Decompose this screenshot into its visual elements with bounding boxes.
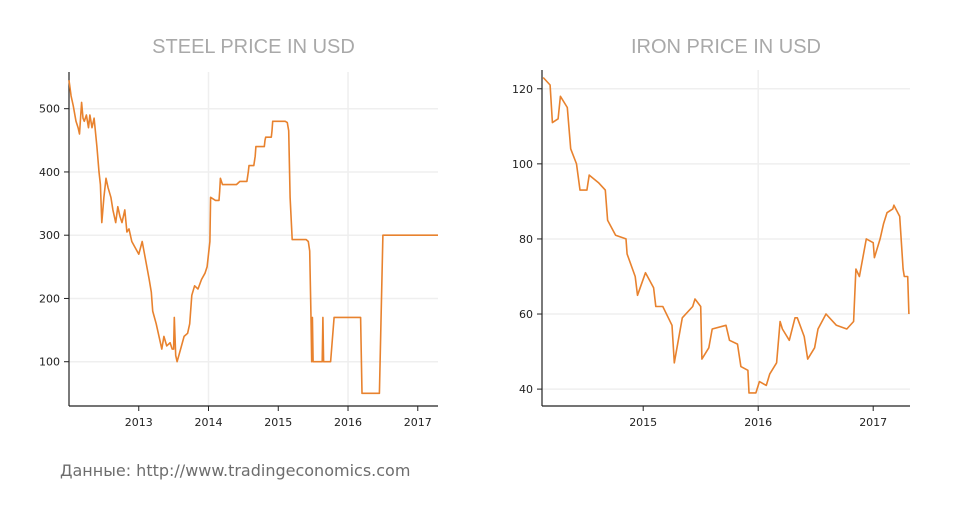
iron-xtick-label: 2015 <box>629 416 657 429</box>
steel-xtick-label: 2016 <box>334 416 362 429</box>
steel-xtick-label: 2013 <box>125 416 153 429</box>
iron-ytick-label: 60 <box>519 308 533 321</box>
steel-price-line <box>68 80 438 395</box>
steel-chart-title: STEEL PRICE IN USD <box>152 36 355 58</box>
iron-ytick-label: 120 <box>512 83 533 96</box>
iron-ytick-label: 100 <box>512 158 533 171</box>
iron-price-line <box>542 76 910 394</box>
steel-ytick-label: 100 <box>39 356 60 369</box>
steel-ytick-label: 300 <box>39 229 60 242</box>
steel-xtick-label: 2015 <box>264 416 292 429</box>
iron-xtick-label: 2017 <box>859 416 887 429</box>
iron-ytick-label: 80 <box>519 233 533 246</box>
iron-chart-title: IRON PRICE IN USD <box>630 36 822 58</box>
source-caption: Данные: http://www.tradingeconomics.com <box>60 461 411 480</box>
steel-xtick-label: 2014 <box>195 416 223 429</box>
steel-xtick-label: 2017 <box>404 416 432 429</box>
iron-ytick-label: 40 <box>519 383 533 396</box>
steel-ytick-label: 500 <box>39 103 60 116</box>
steel-ytick-label: 400 <box>39 166 60 179</box>
iron-xtick-label: 2016 <box>744 416 772 429</box>
iron-price-chart: 40 60 80 100 120 2015 2016 2017 <box>512 70 910 429</box>
steel-ytick-label: 200 <box>39 292 60 305</box>
steel-price-chart: 100 200 300 400 500 2013 2014 2015 2016 2017 <box>39 72 438 429</box>
